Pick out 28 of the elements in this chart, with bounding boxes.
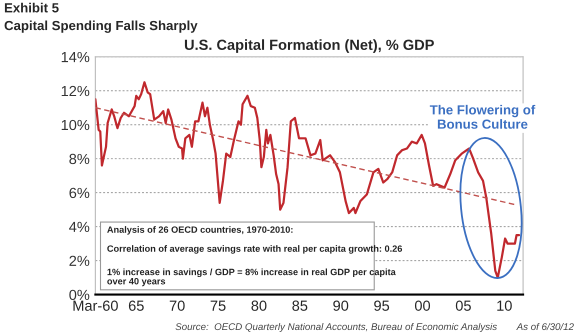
x-tick-label: 65 [128, 300, 144, 311]
x-tick-label: Mar-60 [73, 300, 118, 311]
x-tick-label: 95 [374, 300, 390, 311]
chart-subtitle: U.S. Capital Formation (Net), % GDP [184, 39, 434, 53]
y-tick-label: 2% [69, 256, 90, 266]
chart-title: Capital Spending Falls Sharply [4, 20, 198, 33]
x-tick-label: 75 [210, 300, 226, 311]
source-note: Source: OECD Quarterly National Accounts, Bureau of Economic Analysis [176, 322, 497, 332]
x-tick-label: 80 [251, 300, 266, 311]
y-tick-label: 0% [69, 290, 90, 300]
y-tick-label: 12% [62, 86, 90, 96]
text: Exhibit 5 [4, 2, 59, 12]
x-tick-label: 10 [497, 300, 512, 311]
y-tick-label: 14% [62, 52, 90, 62]
x-tick-label: 90 [333, 300, 348, 311]
x-tick-label: 05 [456, 300, 471, 311]
x-tick-label: 70 [170, 300, 185, 311]
text: As of 6/30/12 [516, 322, 574, 330]
annotation: Correlation of average savings rate with real per capita growth: 0.26 [107, 245, 402, 254]
annotation: The Flowering of Bonus Culture [430, 104, 536, 129]
y-tick-label: 6% [69, 188, 90, 198]
x-tick-label: 00 [414, 300, 430, 311]
y-tick-label: 8% [69, 154, 90, 164]
y-tick-label: 4% [69, 222, 90, 232]
x-tick-label: 85 [292, 300, 308, 311]
annotation: 1% increase in savings / GDP = 8% increase in real GDP per capita over 40 years [107, 268, 396, 286]
annotation: Analysis of 26 OECD countries, 1970-2010: [107, 226, 293, 235]
y-tick-label: 10% [62, 120, 90, 130]
